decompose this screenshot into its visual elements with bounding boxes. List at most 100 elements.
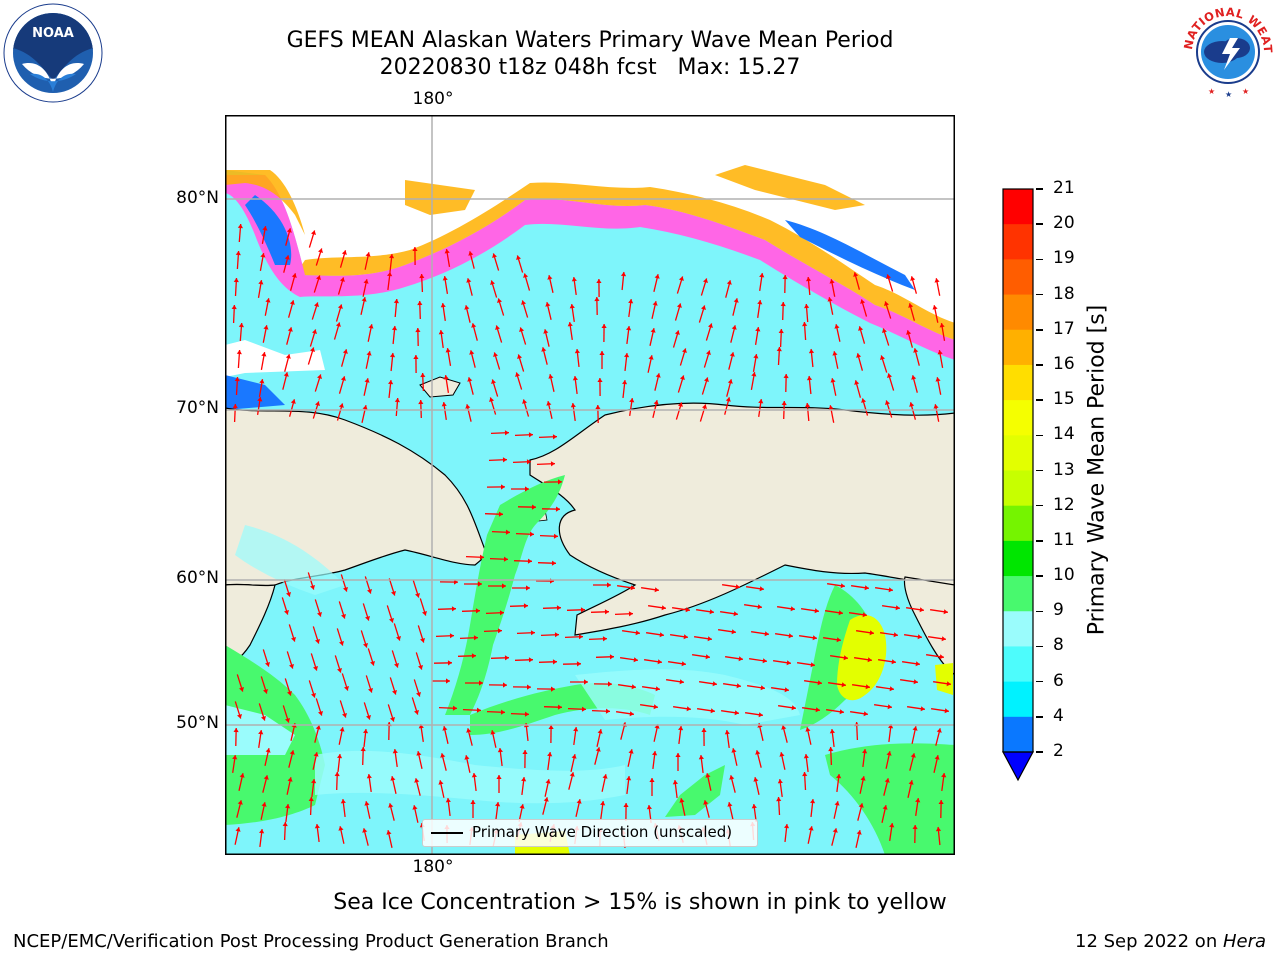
wave-arrow-head: [396, 636, 401, 641]
wave-arrow-head: [895, 605, 900, 611]
wave-arrow-head: [497, 628, 502, 634]
wave-arrow-head: [731, 748, 737, 753]
wave-arrow-head: [553, 533, 558, 539]
wave-arrow-head: [607, 582, 611, 588]
wave-arrow-head: [291, 273, 297, 278]
wave-arrow-head: [308, 797, 314, 802]
wave-arrow-head: [489, 397, 495, 402]
noaa-logo-text: NOAA: [32, 26, 74, 41]
wave-arrow-head: [550, 461, 555, 467]
wave-arrow-head: [853, 272, 859, 277]
lat-label-60: 60°N: [176, 568, 219, 588]
colorbar-segment: [1003, 259, 1033, 296]
colorbar-segment: [1003, 364, 1033, 401]
wave-arrow-head: [712, 681, 717, 687]
wave-arrow-head: [523, 603, 528, 609]
wave-arrow-head: [490, 730, 496, 735]
wave-arrow-head: [418, 665, 423, 670]
wave-arrow-head: [934, 278, 940, 283]
lon-label-top: 180°: [412, 89, 454, 109]
wave-arrow-head: [363, 643, 368, 648]
wave-arrow-head: [527, 558, 532, 564]
wave-arrow-head: [708, 323, 713, 328]
wave-arrow-head: [705, 773, 711, 778]
wave-arrow-head: [265, 298, 271, 303]
wave-arrow-head: [545, 302, 551, 307]
wave-arrow-head: [548, 725, 554, 729]
wave-arrow-head: [366, 774, 372, 779]
wave-arrow-head: [438, 780, 444, 785]
colorbar-segment: [1003, 540, 1033, 577]
wave-arrow-head: [452, 705, 457, 711]
wave-arrow-head: [516, 255, 521, 260]
wave-arrow-head: [285, 718, 290, 723]
colorbar-tick-label: 15: [1053, 389, 1075, 410]
wave-arrow-head: [738, 656, 743, 662]
wave-arrow-head: [910, 753, 916, 758]
wave-arrow-head: [388, 803, 394, 808]
wave-arrow-head: [886, 274, 891, 279]
wave-arrow-head: [287, 691, 292, 696]
wave-arrow-head: [289, 750, 295, 755]
wave-arrow-head: [263, 775, 269, 780]
wave-arrow-head: [415, 593, 420, 598]
wave-arrow-head: [503, 682, 507, 688]
wave-arrow-head: [389, 618, 394, 623]
wave-arrow-head: [707, 636, 712, 642]
wave-arrow-head: [581, 706, 586, 712]
wave-arrow-head: [528, 657, 533, 663]
wave-arrow-head: [620, 272, 627, 277]
wave-arrow-head: [438, 330, 444, 335]
wave-arrow-head: [555, 506, 560, 512]
wave-arrow-head: [283, 372, 289, 377]
wave-arrow-head: [341, 614, 346, 619]
lon-label-bottom: 180°: [412, 857, 454, 877]
wave-arrow-head: [862, 749, 868, 754]
wave-arrow-head: [594, 297, 600, 302]
sea-ice-pink: [295, 198, 954, 360]
wave-arrow-head: [937, 350, 943, 355]
wave-arrow-head: [442, 726, 448, 731]
wave-arrow-head: [389, 254, 395, 259]
colorbar-tick-mark: [1036, 434, 1043, 437]
wave-arrow-head: [624, 353, 630, 358]
wave-arrow-head: [525, 486, 529, 492]
wave-arrow-head: [908, 303, 914, 308]
colorbar-tick-label: 11: [1053, 529, 1075, 550]
wave-arrow-head: [686, 706, 691, 712]
wave-arrow-head: [503, 556, 508, 562]
wave-arrow-head: [420, 373, 426, 378]
wave-arrow-head: [287, 777, 293, 782]
wave-arrow-head: [836, 637, 841, 643]
wave-arrow-head: [726, 280, 732, 285]
wave-arrow-head: [231, 305, 237, 310]
wave-arrow-head: [287, 327, 293, 332]
wave-arrow-head: [363, 729, 369, 734]
wave-arrow-head: [731, 629, 736, 635]
wave-arrow-head: [802, 772, 808, 777]
wave-arrow-head: [505, 529, 510, 535]
colorbar-segment: [1003, 329, 1033, 366]
wave-arrow-head: [440, 303, 446, 308]
wave-arrow-head: [906, 330, 912, 335]
wave-arrow-head: [682, 348, 687, 353]
wave-arrow-head: [470, 800, 476, 804]
wave-arrow-head: [233, 278, 239, 283]
wave-arrow-head: [758, 712, 763, 718]
wave-arrow-head: [311, 779, 317, 784]
wave-arrow-head: [522, 750, 528, 754]
graticule: [225, 115, 954, 854]
wave-arrow-head: [755, 750, 761, 755]
wave-arrow-head: [504, 655, 509, 661]
wave-arrow-head: [829, 279, 835, 284]
wave-arrow-head: [736, 683, 741, 689]
wave-arrow-head: [727, 802, 733, 807]
wave-arrow-head: [471, 323, 477, 328]
colorbar-segment: [1003, 470, 1033, 507]
wave-arrow-head: [388, 380, 394, 385]
wave-arrow-head: [915, 661, 920, 667]
wave-arrow-head: [417, 301, 423, 306]
wave-arrow-head: [284, 610, 289, 615]
wave-arrow-head: [757, 300, 763, 305]
wave-arrow-head: [526, 459, 531, 465]
